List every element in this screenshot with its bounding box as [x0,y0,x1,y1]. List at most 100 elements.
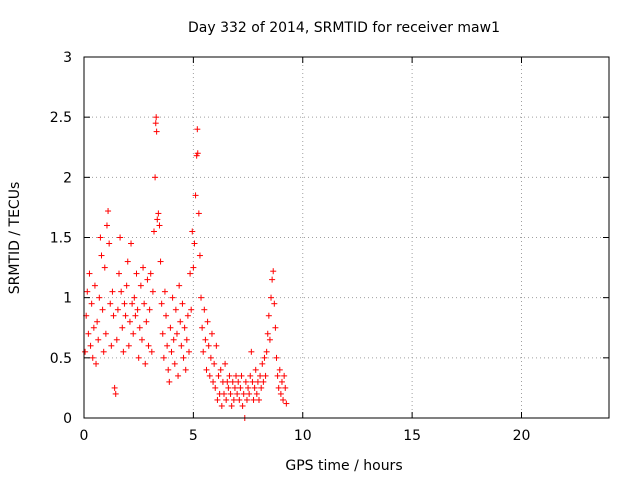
data-point [283,400,290,407]
data-point [236,396,243,403]
data-point [233,372,240,379]
data-point [179,300,186,307]
data-point [243,396,250,403]
data-point [132,312,139,319]
data-point [252,366,259,373]
data-point [269,276,276,283]
data-point [84,288,91,295]
data-point [85,330,92,337]
data-point [212,384,219,391]
data-point [135,354,142,361]
data-point [153,114,160,121]
data-point [214,396,221,403]
data-point [194,126,201,133]
data-point [246,390,253,397]
x-tick-label: 10 [294,428,312,444]
data-point [117,234,124,241]
data-point [130,330,137,337]
data-point [107,300,114,307]
data-point [189,228,196,235]
data-point [101,264,108,271]
data-point [113,336,120,343]
data-point [137,282,144,289]
data-point [178,342,185,349]
data-point [192,192,199,199]
data-point [82,348,89,355]
data-point [247,372,254,379]
data-point [87,342,94,349]
data-point [148,348,155,355]
data-point [155,210,162,217]
data-point [180,354,187,361]
data-point [188,306,195,313]
data-point [175,372,182,379]
data-point [237,384,244,391]
x-tick-label: 20 [513,428,531,444]
data-point [231,384,238,391]
data-point [191,240,198,247]
data-point [258,384,265,391]
data-point [166,378,173,385]
data-point [186,348,192,355]
data-point [224,378,231,385]
data-point [153,128,160,135]
data-point [273,354,280,361]
data-point [274,372,281,379]
data-point [263,348,270,355]
data-point [177,318,184,325]
data-point [111,384,118,391]
data-point [278,378,285,385]
data-point [218,402,225,409]
data-point [89,354,96,361]
data-point [248,348,255,355]
data-point [181,324,188,331]
data-point [199,324,206,331]
data-point [264,330,271,337]
data-point [260,378,267,385]
data-point [172,306,179,313]
data-point [228,402,235,409]
data-point [240,390,247,397]
data-point [131,294,138,301]
data-point [97,234,104,241]
data-point [226,372,233,379]
data-point [271,300,278,307]
data-point [96,294,103,301]
data-point [126,318,133,325]
data-point [125,342,132,349]
data-point [190,264,197,271]
data-point [164,342,171,349]
data-point [160,354,167,361]
data-point [119,324,126,331]
data-point [249,378,256,385]
data-point [93,360,100,367]
data-point [211,360,218,367]
data-point [265,312,272,319]
data-point [106,240,113,247]
data-point [276,366,283,373]
data-point [229,378,236,385]
x-axis-label: GPS time / hours [285,458,402,474]
data-point [170,336,177,343]
data-point [88,300,95,307]
y-tick-label: 0.5 [50,351,72,367]
data-point [201,306,208,313]
x-tick-label: 0 [80,428,89,444]
data-point [282,384,289,391]
data-point [99,306,106,313]
data-point [141,300,148,307]
x-tick-label: 15 [403,428,421,444]
data-point [124,258,131,265]
data-point [91,282,98,289]
data-point [123,282,130,289]
data-point [205,342,212,349]
data-point [261,354,268,361]
data-point [268,294,275,301]
data-point [121,300,128,307]
data-point [176,282,183,289]
data-point [213,342,220,349]
data-point [272,324,279,331]
data-point [242,378,249,385]
data-point [230,396,237,403]
data-point [206,372,213,379]
